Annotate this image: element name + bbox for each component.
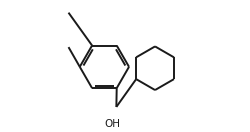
Text: OH: OH <box>104 119 120 129</box>
